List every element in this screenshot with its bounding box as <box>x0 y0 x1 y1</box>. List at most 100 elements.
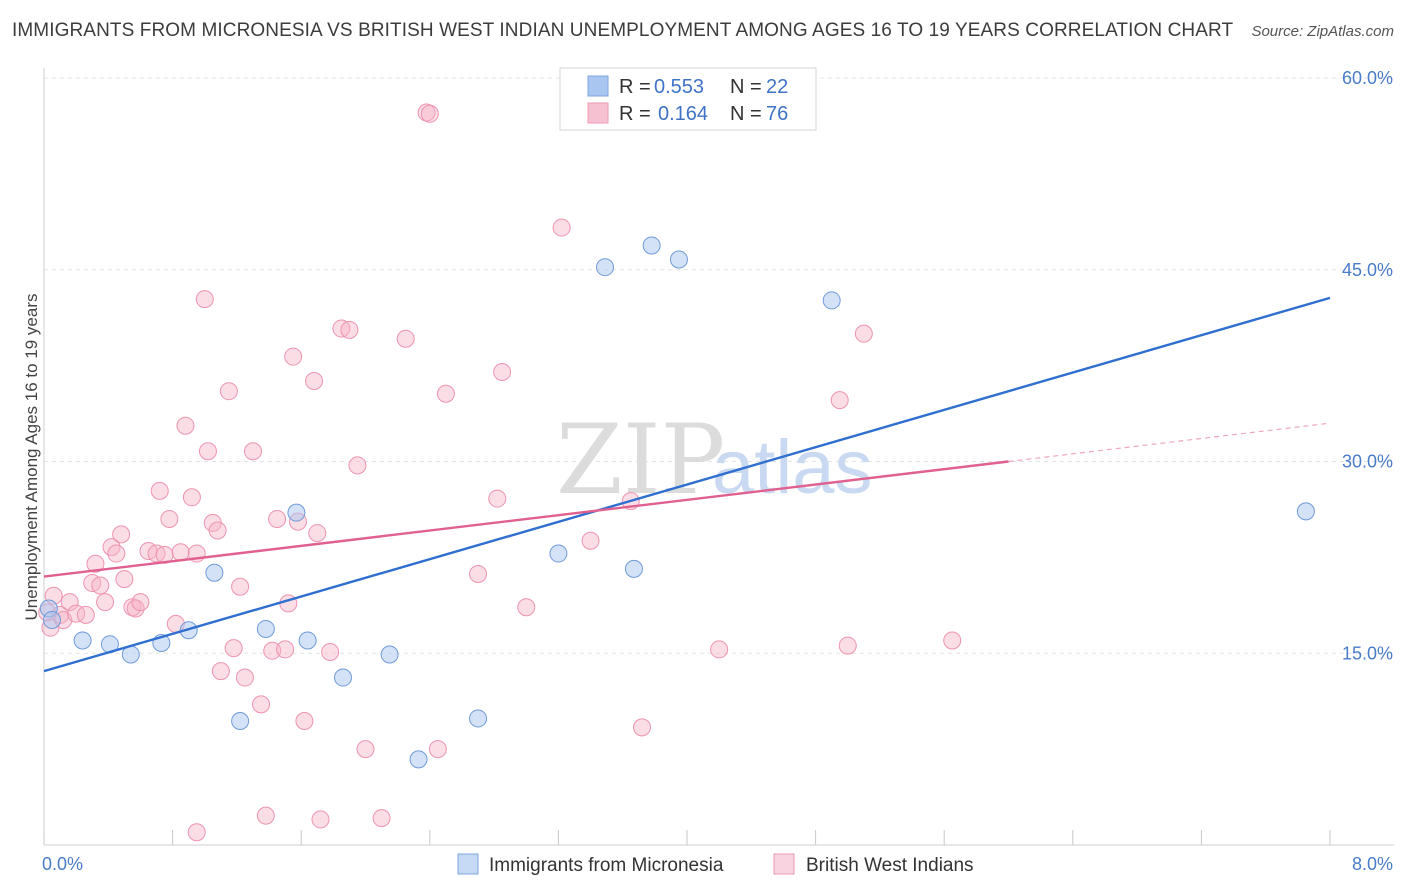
point-micronesia-17 <box>596 258 615 277</box>
point-british-west-indians-73 <box>854 324 873 343</box>
point-british-west-indians-62 <box>469 564 488 583</box>
trend-lines <box>43 296 1331 673</box>
point-british-west-indians-66 <box>552 218 571 237</box>
bottom-legend-label-micronesia: Immigrants from Micronesia <box>489 855 724 876</box>
point-british-west-indians-29 <box>195 290 214 309</box>
x-tick-label-max: 8.0% <box>1352 854 1393 874</box>
bottom-legend-swatch-british-west-indians <box>773 853 795 875</box>
point-british-west-indians-65 <box>517 598 536 617</box>
point-british-west-indians-70 <box>710 640 729 659</box>
point-british-west-indians-38 <box>243 442 262 461</box>
legend-n-label-1: N = <box>730 76 762 98</box>
point-micronesia-19 <box>642 236 661 255</box>
legend-r-value-1: 0.553 <box>654 76 704 98</box>
point-british-west-indians-40 <box>256 806 275 825</box>
point-british-west-indians-42 <box>268 510 287 529</box>
legend-n-value-1: 22 <box>766 76 788 98</box>
point-british-west-indians-64 <box>493 363 512 382</box>
point-british-west-indians-69 <box>632 718 651 737</box>
trend-line-british-west-indians-extension <box>1008 422 1331 463</box>
point-british-west-indians-15 <box>115 570 134 589</box>
point-british-west-indians-72 <box>838 636 857 655</box>
point-micronesia-7 <box>205 563 224 582</box>
point-british-west-indians-60 <box>428 740 447 759</box>
legend-r-value-2: 0.164 <box>658 103 708 125</box>
point-micronesia-1 <box>43 611 62 630</box>
point-micronesia-8 <box>231 712 250 731</box>
point-british-west-indians-5 <box>60 593 79 612</box>
point-british-west-indians-33 <box>211 662 230 681</box>
point-british-west-indians-12 <box>102 538 121 557</box>
y-tick-label-0: 15.0% <box>1342 643 1393 663</box>
point-micronesia-10 <box>287 503 306 522</box>
point-british-west-indians-47 <box>295 712 314 731</box>
point-british-west-indians-54 <box>348 456 367 475</box>
legend-swatch-british-west-indians <box>587 102 609 124</box>
point-micronesia-21 <box>822 291 841 310</box>
chart-title: IMMIGRANTS FROM MICRONESIA VS BRITISH WE… <box>12 20 1234 41</box>
point-british-west-indians-50 <box>311 810 330 829</box>
point-british-west-indians-51 <box>321 642 340 661</box>
point-british-west-indians-37 <box>235 668 254 687</box>
point-british-west-indians-18 <box>131 593 150 612</box>
y-axis-label: Unemployment Among Ages 16 to 19 years <box>22 294 41 621</box>
gridlines <box>44 77 1394 654</box>
point-british-west-indians-9 <box>86 554 105 573</box>
point-british-west-indians-59 <box>420 104 439 123</box>
source-credit: Source: ZipAtlas.com <box>1251 23 1394 40</box>
point-british-west-indians-34 <box>219 382 238 401</box>
point-british-west-indians-48 <box>305 371 324 390</box>
point-british-west-indians-75 <box>187 823 206 842</box>
legend: R = 0.553 N = 22 R = 0.164 N = 76 <box>559 67 817 131</box>
x-axis-ticks <box>43 830 1331 845</box>
point-british-west-indians-36 <box>231 577 250 596</box>
point-micronesia-11 <box>298 631 317 650</box>
trend-line-micronesia <box>43 296 1331 673</box>
axes <box>43 68 1394 846</box>
point-micronesia-12 <box>333 668 352 687</box>
bottom-legend-label-british-west-indians: British West Indians <box>806 855 974 876</box>
point-micronesia-2 <box>73 631 92 650</box>
point-british-west-indians-49 <box>308 524 327 543</box>
y-tick-label-1: 30.0% <box>1342 452 1393 472</box>
point-british-west-indians-39 <box>252 695 271 714</box>
point-british-west-indians-41 <box>263 641 282 660</box>
watermark: ZIP atlas <box>556 404 873 516</box>
bottom-legend-swatch-micronesia <box>457 853 479 875</box>
trend-line-british-west-indians <box>43 460 1009 578</box>
point-british-west-indians-53 <box>340 320 359 339</box>
legend-r-label-2: R = <box>619 103 651 125</box>
point-british-west-indians-71 <box>830 391 849 410</box>
point-british-west-indians-43 <box>276 640 295 659</box>
point-british-west-indians-32 <box>208 521 227 540</box>
y-tick-label-3: 60.0% <box>1342 68 1393 88</box>
legend-n-label-2: N = <box>730 103 762 125</box>
point-british-west-indians-45 <box>284 347 303 366</box>
point-british-west-indians-17 <box>126 599 145 618</box>
point-british-west-indians-27 <box>182 488 201 507</box>
legend-swatch-micronesia <box>587 75 609 97</box>
point-british-west-indians-63 <box>488 489 507 508</box>
bottom-legend: Immigrants from Micronesia British West … <box>457 853 974 876</box>
point-micronesia-18 <box>624 559 643 578</box>
point-british-west-indians-21 <box>150 481 169 500</box>
point-british-west-indians-10 <box>91 576 110 595</box>
point-micronesia-22 <box>1296 502 1315 521</box>
point-british-west-indians-61 <box>436 384 455 403</box>
point-british-west-indians-14 <box>112 525 131 544</box>
legend-r-label-1: R = <box>619 76 651 98</box>
point-british-west-indians-30 <box>198 442 217 461</box>
point-british-west-indians-13 <box>107 544 126 563</box>
point-british-west-indians-23 <box>160 510 179 529</box>
point-micronesia-16 <box>549 544 568 563</box>
y-tick-label-2: 45.0% <box>1342 260 1393 280</box>
point-micronesia-20 <box>669 250 688 269</box>
point-british-west-indians-57 <box>396 329 415 348</box>
point-british-west-indians-74 <box>943 631 962 650</box>
point-british-west-indians-11 <box>96 593 115 612</box>
point-british-west-indians-67 <box>581 531 600 550</box>
point-micronesia-9 <box>256 619 275 638</box>
point-british-west-indians-7 <box>76 605 95 624</box>
point-british-west-indians-26 <box>176 416 195 435</box>
